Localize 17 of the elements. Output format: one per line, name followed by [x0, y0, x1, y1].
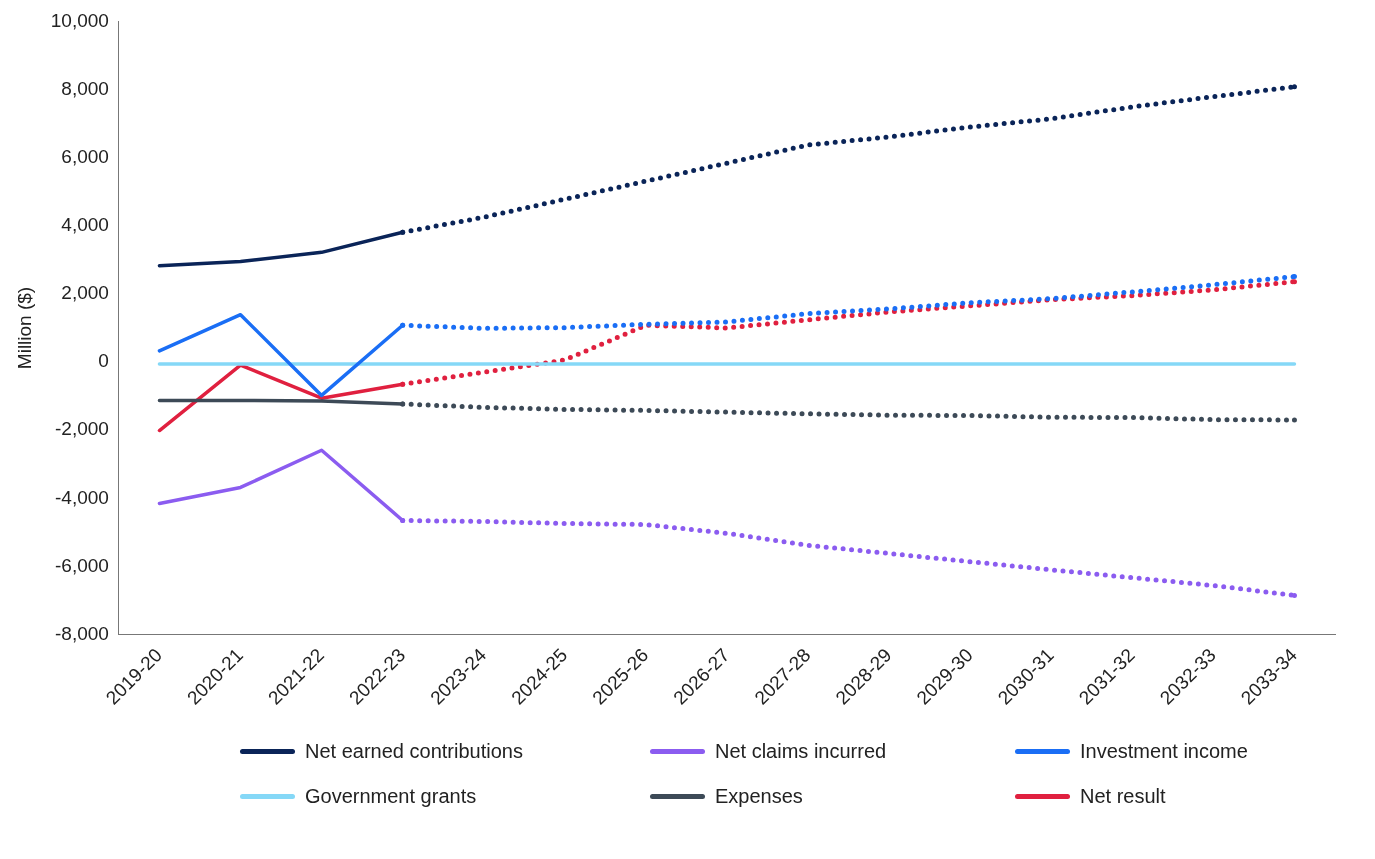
y-tick-label: 6,000	[61, 145, 109, 167]
y-axis-title: Million ($)	[13, 286, 35, 370]
y-tick-label: -4,000	[55, 486, 109, 508]
y-tick-label: -8,000	[55, 622, 109, 644]
legend-label: Expenses	[715, 785, 803, 808]
y-tick-label: -2,000	[55, 418, 109, 440]
legend-label: Net claims incurred	[715, 740, 887, 763]
y-tick-label: 8,000	[61, 77, 109, 99]
legend-label: Investment income	[1080, 740, 1248, 763]
legend-label: Net result	[1080, 785, 1166, 808]
legend-label: Government grants	[305, 785, 477, 808]
y-tick-label: 10,000	[50, 9, 109, 31]
y-tick-label: 4,000	[61, 214, 109, 236]
y-tick-label: -6,000	[55, 554, 109, 576]
y-tick-label: 0	[98, 350, 109, 372]
y-tick-label: 2,000	[61, 282, 109, 304]
legend-label: Net earned contributions	[305, 740, 523, 763]
